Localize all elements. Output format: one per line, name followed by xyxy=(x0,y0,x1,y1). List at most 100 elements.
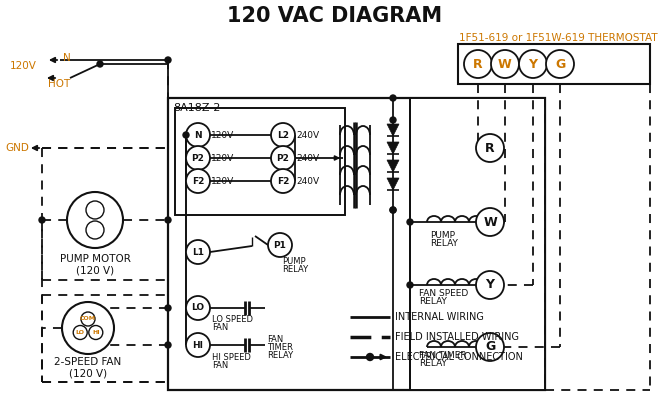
Circle shape xyxy=(476,333,504,361)
Text: 120V: 120V xyxy=(211,176,234,186)
Text: F2: F2 xyxy=(277,176,289,186)
Text: FAN: FAN xyxy=(212,323,228,333)
Circle shape xyxy=(62,302,114,354)
Text: LO: LO xyxy=(76,330,84,335)
Circle shape xyxy=(519,50,547,78)
Bar xyxy=(410,98,545,390)
Circle shape xyxy=(271,123,295,147)
Circle shape xyxy=(546,50,574,78)
Circle shape xyxy=(268,233,292,257)
Text: RELAY: RELAY xyxy=(419,359,447,367)
Circle shape xyxy=(476,271,504,299)
Circle shape xyxy=(186,123,210,147)
Text: FAN: FAN xyxy=(267,334,283,344)
Circle shape xyxy=(407,282,413,288)
Text: G: G xyxy=(485,341,495,354)
Text: INTERNAL WIRING: INTERNAL WIRING xyxy=(395,312,484,322)
Text: HI SPEED: HI SPEED xyxy=(212,352,251,362)
Text: 120V: 120V xyxy=(211,130,234,140)
Polygon shape xyxy=(387,178,399,190)
Text: F2: F2 xyxy=(192,176,204,186)
Circle shape xyxy=(476,134,504,162)
Circle shape xyxy=(97,61,103,67)
Polygon shape xyxy=(387,160,399,172)
Text: 120V: 120V xyxy=(211,153,234,163)
Circle shape xyxy=(390,207,396,213)
Text: 8A18Z-2: 8A18Z-2 xyxy=(173,103,220,113)
Text: 2-SPEED FAN
(120 V): 2-SPEED FAN (120 V) xyxy=(54,357,122,379)
Text: 240V: 240V xyxy=(296,130,319,140)
Circle shape xyxy=(183,132,189,138)
Text: R: R xyxy=(485,142,495,155)
Text: N: N xyxy=(63,53,71,63)
Text: W: W xyxy=(498,57,512,70)
Text: PUMP: PUMP xyxy=(282,256,306,266)
Text: 1F51-619 or 1F51W-619 THERMOSTAT: 1F51-619 or 1F51W-619 THERMOSTAT xyxy=(460,33,658,43)
Circle shape xyxy=(86,201,104,219)
Text: 120 VAC DIAGRAM: 120 VAC DIAGRAM xyxy=(227,6,443,26)
Text: P2: P2 xyxy=(192,153,204,163)
Circle shape xyxy=(165,57,171,63)
Circle shape xyxy=(39,217,45,223)
Text: PUMP: PUMP xyxy=(430,230,455,240)
Circle shape xyxy=(271,169,295,193)
Text: FIELD INSTALLED WIRING: FIELD INSTALLED WIRING xyxy=(395,332,519,342)
Text: HOT: HOT xyxy=(48,79,70,89)
Text: Y: Y xyxy=(486,279,494,292)
Text: G: G xyxy=(555,57,565,70)
Circle shape xyxy=(186,240,210,264)
Text: FAN: FAN xyxy=(212,360,228,370)
Circle shape xyxy=(165,342,171,348)
Text: 240V: 240V xyxy=(296,176,319,186)
Circle shape xyxy=(407,219,413,225)
Text: PUMP MOTOR
(120 V): PUMP MOTOR (120 V) xyxy=(60,254,131,276)
Polygon shape xyxy=(387,124,399,136)
Text: L2: L2 xyxy=(277,130,289,140)
Text: R: R xyxy=(473,57,483,70)
Text: LO: LO xyxy=(192,303,204,313)
Circle shape xyxy=(81,312,95,326)
Text: P1: P1 xyxy=(273,241,287,249)
Circle shape xyxy=(186,146,210,170)
Text: ELECTRICAL CONNECTION: ELECTRICAL CONNECTION xyxy=(395,352,523,362)
Text: RELAY: RELAY xyxy=(430,238,458,248)
Text: L1: L1 xyxy=(192,248,204,256)
Circle shape xyxy=(186,333,210,357)
Text: 240V: 240V xyxy=(296,153,319,163)
Text: HI: HI xyxy=(192,341,204,349)
Circle shape xyxy=(390,117,396,123)
Circle shape xyxy=(186,296,210,320)
Text: TIMER: TIMER xyxy=(267,342,293,352)
Circle shape xyxy=(67,192,123,248)
Circle shape xyxy=(86,221,104,239)
Circle shape xyxy=(390,95,396,101)
Text: RELAY: RELAY xyxy=(282,264,308,274)
Circle shape xyxy=(271,146,295,170)
Text: 120V: 120V xyxy=(10,61,37,71)
Circle shape xyxy=(89,326,103,339)
Text: FAN SPEED: FAN SPEED xyxy=(419,289,468,297)
Text: FAN TIMER: FAN TIMER xyxy=(419,351,466,360)
Circle shape xyxy=(165,217,171,223)
Text: N: N xyxy=(194,130,202,140)
Circle shape xyxy=(491,50,519,78)
Text: GND: GND xyxy=(5,143,29,153)
Circle shape xyxy=(464,50,492,78)
Bar xyxy=(458,44,650,84)
Text: W: W xyxy=(483,215,497,228)
Circle shape xyxy=(390,207,396,213)
Circle shape xyxy=(73,326,87,339)
Polygon shape xyxy=(387,142,399,154)
Text: Y: Y xyxy=(529,57,537,70)
Text: RELAY: RELAY xyxy=(419,297,447,305)
Bar xyxy=(175,108,345,215)
Circle shape xyxy=(186,169,210,193)
Circle shape xyxy=(366,354,373,360)
Circle shape xyxy=(165,305,171,311)
Text: P2: P2 xyxy=(277,153,289,163)
Bar xyxy=(168,98,545,390)
Text: RELAY: RELAY xyxy=(267,351,293,360)
Text: COM: COM xyxy=(80,316,96,321)
Circle shape xyxy=(476,208,504,236)
Text: HI: HI xyxy=(92,330,100,335)
